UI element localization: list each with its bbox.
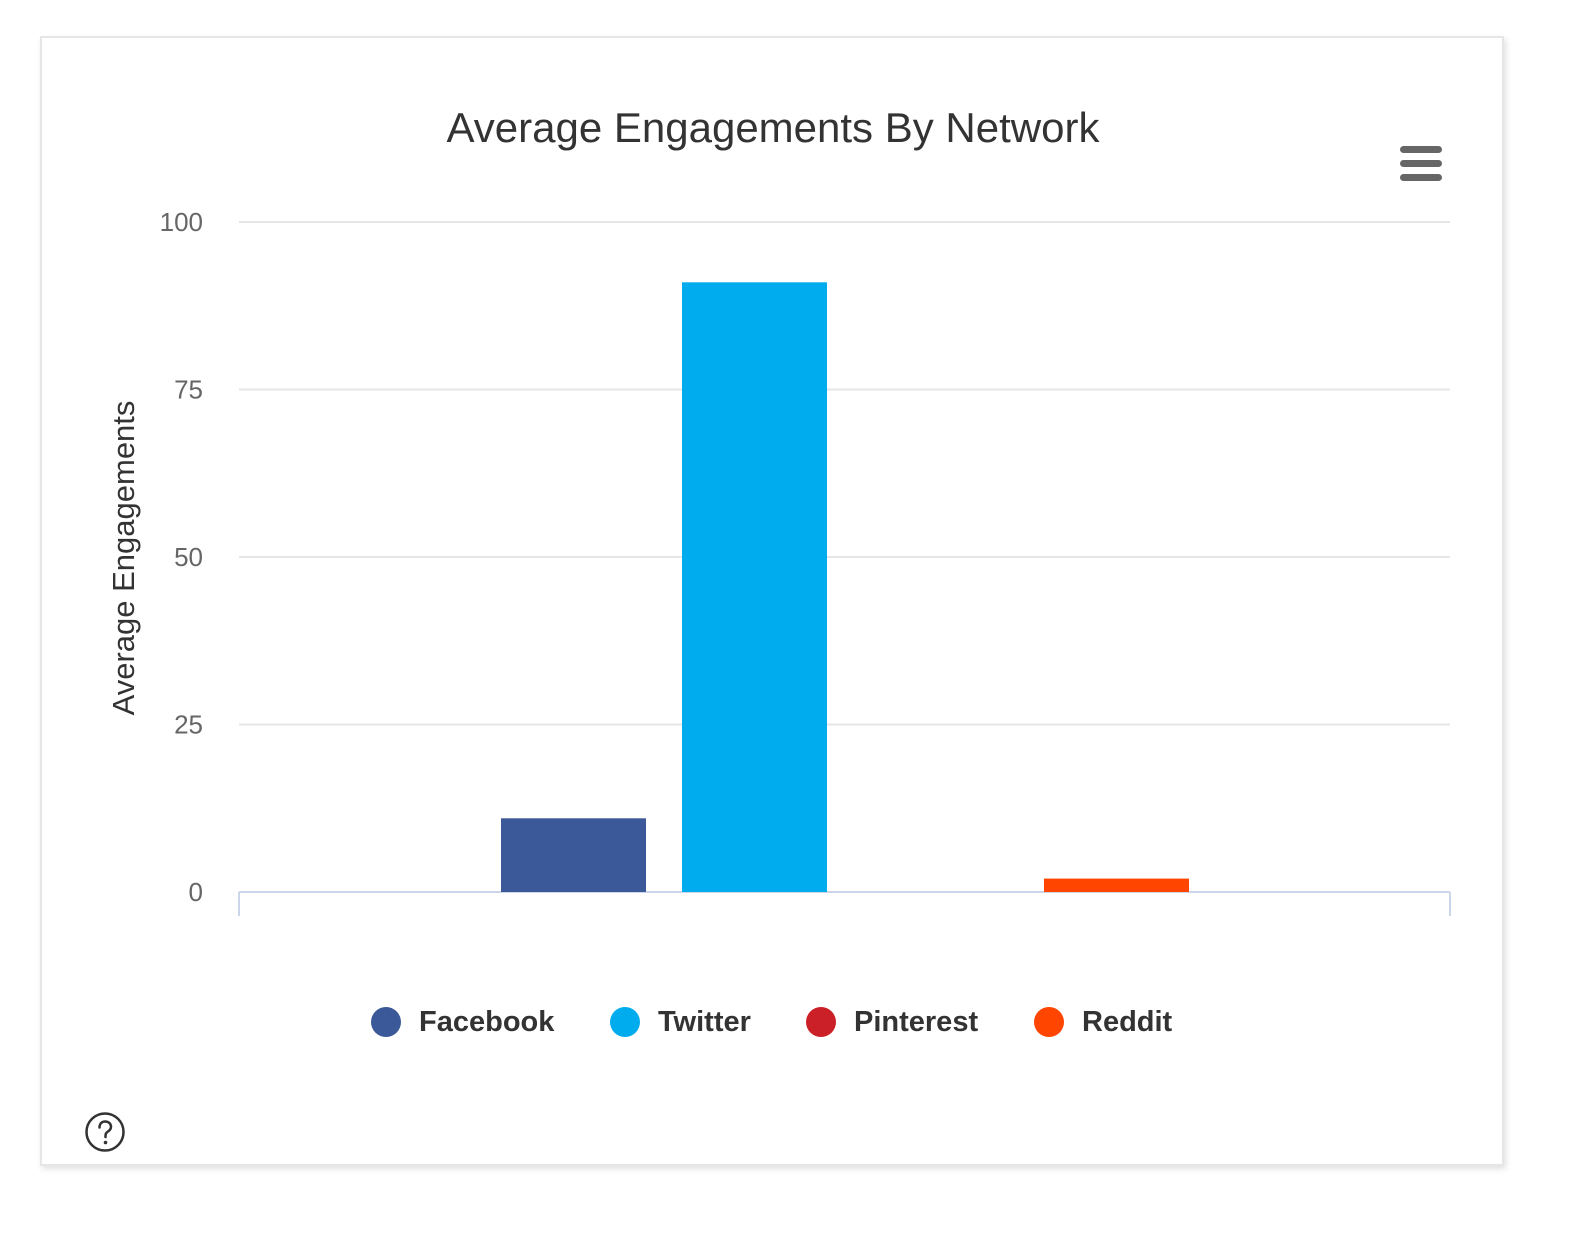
legend-item-twitter[interactable]: Twitter: [610, 1000, 751, 1044]
legend-marker-pinterest: [806, 1007, 836, 1037]
chart-title: Average Engagements By Network: [446, 104, 1100, 151]
y-tick-label-50: 50: [174, 542, 203, 572]
hamburger-menu-icon[interactable]: [1398, 144, 1444, 184]
legend-item-facebook[interactable]: Facebook: [371, 1000, 554, 1044]
legend-label-reddit: Reddit: [1082, 1005, 1173, 1038]
y-tick-label-100: 100: [160, 207, 203, 237]
legend-marker-facebook: [371, 1007, 401, 1037]
bar-facebook: [501, 818, 646, 892]
legend-label-pinterest: Pinterest: [854, 1005, 979, 1038]
chart-legend: Facebook Twitter Pinterest Reddit: [0, 1000, 1546, 1044]
legend-marker-reddit: [1034, 1007, 1064, 1037]
legend-item-pinterest[interactable]: Pinterest: [806, 1000, 978, 1044]
legend-marker-twitter: [610, 1007, 640, 1037]
legend-label-twitter: Twitter: [658, 1005, 751, 1038]
legend-item-reddit[interactable]: Reddit: [1034, 1000, 1172, 1044]
bar-twitter: [682, 282, 827, 892]
y-tick-label-0: 0: [189, 877, 203, 907]
y-tick-label-75: 75: [174, 375, 203, 405]
question-circle-icon[interactable]: [85, 1112, 125, 1152]
legend-label-facebook: Facebook: [419, 1005, 555, 1038]
y-axis-title: Average Engagements: [106, 401, 141, 716]
y-tick-label-25: 25: [174, 710, 203, 740]
bar-reddit: [1044, 878, 1189, 892]
